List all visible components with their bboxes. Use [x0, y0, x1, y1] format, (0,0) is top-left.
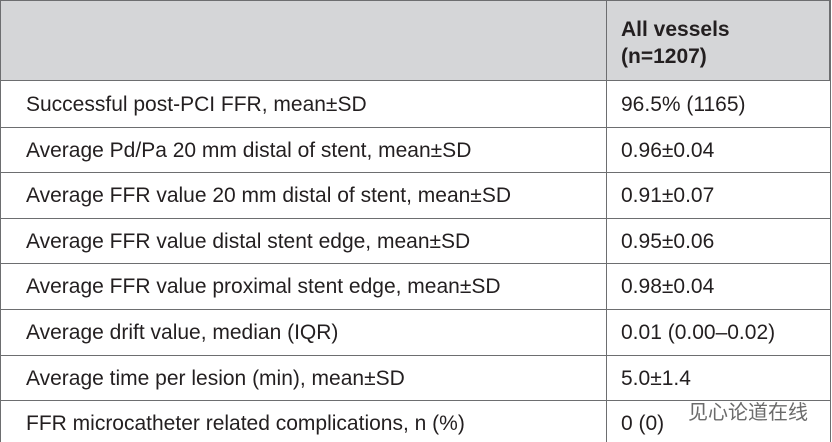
row-value: 0 (0)	[621, 412, 665, 436]
watermark: 见心论道在线	[688, 400, 808, 424]
header-row	[0, 0, 830, 81]
row-value: 0.98±0.04	[621, 275, 715, 299]
row-line	[0, 172, 830, 174]
row-label: Average FFR value distal stent edge, mea…	[26, 229, 471, 253]
row-label: Average drift value, median (IQR)	[26, 321, 339, 344]
row-label: Average time per lesion (min), mean±SD	[26, 366, 405, 390]
row-value: 0.96±0.04	[621, 138, 715, 162]
row-label: Average FFR value 20 mm distal of stent,…	[26, 184, 512, 208]
row-line	[0, 217, 830, 219]
column-divider	[606, 0, 607, 442]
row-label: Successful post-PCI FFR, mean±SD	[26, 93, 367, 116]
row-label: Average Pd/Pa 20 mm distal of stent, mea…	[26, 138, 472, 162]
right-border	[830, 0, 831, 442]
row-label: Average FFR value proximal stent edge, m…	[26, 275, 501, 299]
header-line: All vessels	[621, 18, 730, 41]
row-line	[0, 309, 830, 310]
row-value: 5.0±1.4	[621, 366, 691, 390]
row-line	[0, 263, 830, 265]
row-value: 0.01 (0.00–0.02)	[621, 321, 776, 344]
column-header: All vessels (n=1207)	[621, 16, 730, 70]
row-value: 96.5% (1165)	[621, 93, 746, 116]
left-border	[0, 0, 1, 442]
header-line: (n=1207)	[621, 45, 707, 68]
row-value: 0.95±0.06	[621, 229, 715, 253]
row-label: FFR microcatheter related complications,…	[26, 412, 465, 436]
row-value: 0.91±0.07	[621, 184, 715, 208]
row-line	[0, 354, 830, 356]
row-line	[0, 126, 830, 128]
row-line	[0, 400, 830, 402]
